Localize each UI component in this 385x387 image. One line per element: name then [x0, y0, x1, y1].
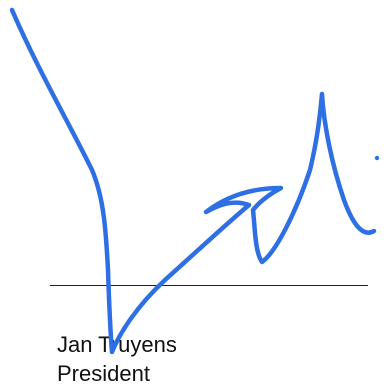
- signature-stroke: [9, 7, 377, 355]
- signature-dot: [374, 155, 380, 161]
- signer-title: President: [57, 361, 150, 386]
- signature-block: Jan Truyens President: [9, 7, 380, 386]
- handwritten-signature: [9, 7, 380, 355]
- signature-line: [50, 285, 368, 286]
- signer-name: Jan Truyens: [57, 332, 177, 357]
